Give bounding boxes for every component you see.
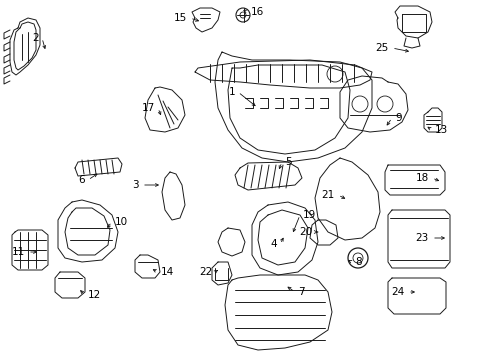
Text: 10: 10 xyxy=(115,217,128,227)
Text: 15: 15 xyxy=(173,13,186,23)
Text: 17: 17 xyxy=(142,103,155,113)
Text: 21: 21 xyxy=(321,190,334,200)
Text: 12: 12 xyxy=(88,290,101,300)
Text: 22: 22 xyxy=(198,267,212,277)
Text: 3: 3 xyxy=(132,180,139,190)
Text: 4: 4 xyxy=(270,239,276,249)
Text: 16: 16 xyxy=(250,7,264,17)
Text: 23: 23 xyxy=(415,233,428,243)
Text: 8: 8 xyxy=(354,257,361,267)
Text: 2: 2 xyxy=(32,33,39,43)
Text: 7: 7 xyxy=(297,287,304,297)
Text: 19: 19 xyxy=(303,210,316,220)
Text: 9: 9 xyxy=(394,113,401,123)
Text: 25: 25 xyxy=(375,43,388,53)
Text: 14: 14 xyxy=(161,267,174,277)
Text: 5: 5 xyxy=(285,157,291,167)
Text: 18: 18 xyxy=(415,173,428,183)
Text: 20: 20 xyxy=(298,227,311,237)
Text: 13: 13 xyxy=(434,125,447,135)
Text: 1: 1 xyxy=(228,87,235,97)
Text: 24: 24 xyxy=(391,287,404,297)
Text: 6: 6 xyxy=(78,175,85,185)
Text: 11: 11 xyxy=(12,247,25,257)
